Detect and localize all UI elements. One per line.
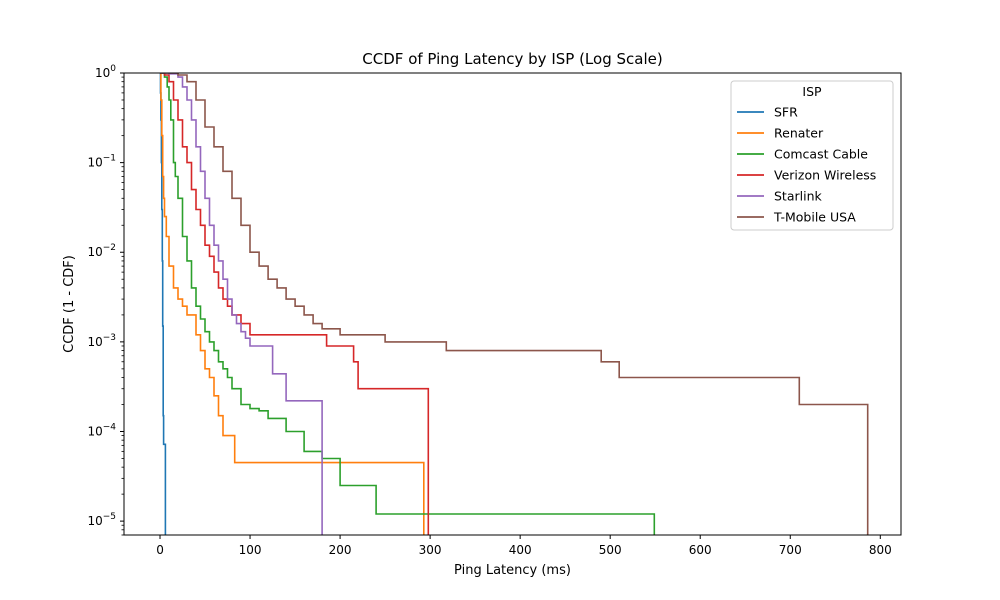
series-line-1 <box>159 73 167 535</box>
y-tick-label: 10−3 <box>87 333 116 349</box>
x-tick-label: 800 <box>869 543 892 557</box>
legend-label: T-Mobile USA <box>773 210 856 225</box>
legend: ISP SFR Renater Comcast Cable Verizon Wirele… <box>730 80 894 231</box>
y-tick-label: 10−2 <box>87 243 116 259</box>
y-tick-label: 100 <box>95 64 116 80</box>
y-tick-label: 10−4 <box>87 422 116 438</box>
x-tick-label: 700 <box>779 543 802 557</box>
legend-label: Starlink <box>774 189 823 204</box>
series-line-3 <box>160 73 656 535</box>
x-axis: 0 100 200 300 400 500 600 700 800 <box>156 535 892 557</box>
series-line-5 <box>160 73 323 535</box>
x-tick-label: 400 <box>509 543 532 557</box>
x-tick-label: 600 <box>689 543 712 557</box>
y-axis-label: CCDF (1 - CDF) <box>62 255 77 353</box>
y-tick-label: 10−5 <box>87 512 116 528</box>
x-axis-label: Ping Latency (ms) <box>454 563 571 578</box>
y-axis: 10−5 10−4 10−3 10−2 10−1 100 <box>87 64 124 536</box>
x-tick-label: 300 <box>419 543 442 557</box>
series-line-2 <box>160 73 425 535</box>
legend-label: Comcast Cable <box>774 147 868 162</box>
y-tick-label: 10−1 <box>87 154 116 170</box>
chart-title: CCDF of Ping Latency by ISP (Log Scale) <box>362 50 662 68</box>
series-line-6 <box>160 73 869 535</box>
x-tick-label: 500 <box>599 543 622 557</box>
plot-frame <box>123 72 902 536</box>
series-layer <box>159 73 869 535</box>
series-line-4 <box>160 73 430 535</box>
x-tick-label: 100 <box>239 543 262 557</box>
legend-box <box>730 80 894 231</box>
x-tick-label: 0 <box>156 543 164 557</box>
legend-title: ISP <box>802 84 822 99</box>
legend-label: SFR <box>774 105 798 120</box>
legend-label: Renater <box>774 126 824 141</box>
x-tick-label: 200 <box>329 543 352 557</box>
legend-label: Verizon Wireless <box>774 168 876 183</box>
